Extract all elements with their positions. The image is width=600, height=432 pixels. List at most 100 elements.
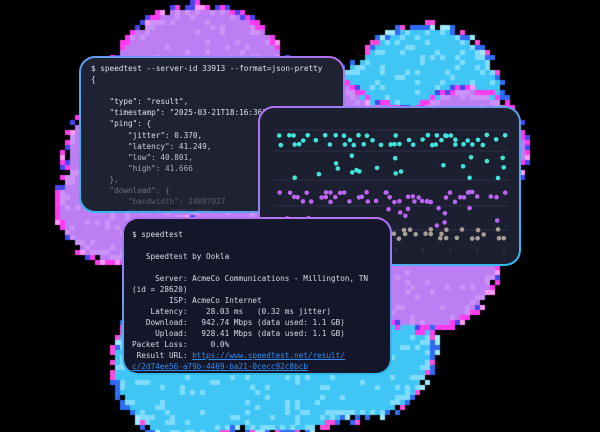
gray-band-dot (475, 235, 480, 241)
terminal-window-speedtest-result: $ speedtest Speedtest by Ookla Server: A… (122, 217, 392, 375)
purple-band-dot (319, 195, 324, 200)
purple-band-dot (410, 194, 416, 199)
gray-band-dot (475, 227, 481, 233)
purple-band-dot (436, 205, 441, 211)
gray-band-dot (423, 231, 428, 236)
terminal-line: Latency: 28.03 ms (0.32 ms jitter) (132, 307, 332, 316)
purple-band-dot (359, 194, 365, 199)
purple-band-dot (467, 205, 472, 211)
purple-band-dot (442, 220, 447, 225)
cyan-band-dot (370, 138, 375, 143)
purple-band-dot (347, 199, 352, 204)
purple-band-dot (412, 199, 417, 204)
cyan-band-dot (291, 133, 296, 138)
purple-band-dot (502, 190, 508, 195)
cyan-band-dot (292, 142, 297, 147)
gray-band-dot (413, 232, 418, 237)
cyan-band-dot (393, 171, 398, 176)
terminal-line: Download: 942.74 Mbps (data used: 1.1 GB… (132, 318, 345, 327)
cyan-band-dot (425, 132, 431, 138)
gray-band-dot (401, 227, 407, 233)
cyan-band-dot (333, 161, 339, 166)
cyan-band-dot (453, 142, 458, 147)
cyan-band-dot (502, 133, 508, 138)
gray-band-dot (396, 236, 402, 241)
cyan-band-dot (276, 133, 282, 138)
gray-band-dot (469, 236, 475, 241)
purple-band-dot (419, 198, 425, 204)
purple-band-dot (434, 223, 440, 228)
purple-band-dot (365, 199, 371, 204)
cyan-band-dot (347, 137, 353, 143)
terminal-line: "timestamp": "2025-03-21T18:16:36Z", (91, 108, 277, 118)
purple-band-dot (428, 199, 434, 205)
terminal-line: Result URL: https://www.speedtest.net/re… (132, 351, 345, 360)
speedtest-result-text: $ speedtest Speedtest by Ookla Server: A… (124, 219, 390, 373)
terminal-line: }, (91, 174, 119, 184)
terminal-line (91, 85, 333, 96)
cyan-band-dot (349, 170, 355, 175)
purple-band-dot (300, 199, 306, 204)
cyan-band-dot (356, 132, 361, 138)
cyan-band-dot (397, 141, 402, 147)
purple-band-dot (308, 199, 314, 204)
purple-band-dot (328, 199, 333, 205)
purple-band-dot (397, 198, 402, 204)
terminal-line: { (91, 75, 96, 85)
terminal-line: "latency": 41.249, (91, 141, 212, 151)
cyan-band-dot (500, 155, 505, 161)
cyan-band-dot (406, 137, 412, 143)
purple-band-dot (387, 195, 392, 200)
cyan-band-dot (316, 171, 322, 177)
purple-band-dot (328, 190, 333, 195)
gray-band-dot (391, 231, 397, 236)
gray-band-dot (444, 227, 449, 233)
terminal-line: "bytes": 239152592 (91, 207, 333, 211)
purple-band-dot (452, 199, 458, 205)
purple-band-dot (304, 190, 309, 196)
cyan-band-dot (341, 133, 347, 138)
terminal-line: "high": 41.666 (91, 163, 193, 173)
gray-band-dot (439, 231, 444, 237)
purple-band-dot (287, 190, 293, 196)
purple-band-dot (295, 195, 300, 200)
terminal-line: $ speedtest --server-id 33913 --format=j… (91, 64, 323, 73)
cyan-band-dot (480, 142, 486, 148)
purple-band-dot (416, 195, 421, 200)
purple-band-dot (333, 194, 338, 200)
terminal-line: Upload: 928.41 Mbps (data used: 1.1 GB) (132, 329, 345, 338)
cyan-band-dot (361, 142, 367, 147)
purple-band-dot (397, 210, 403, 215)
purple-band-dot (405, 194, 411, 200)
purple-band-dot (470, 189, 475, 195)
cyan-band-dot (322, 133, 328, 138)
purple-band-dot (465, 190, 471, 195)
cyan-band-dot (292, 175, 297, 180)
cyan-band-dot (398, 169, 404, 174)
result-url-link[interactable]: https://www.speedtest.net/result/ (192, 351, 345, 360)
terminal-line: ISP: AcmeCo Internet (132, 296, 262, 305)
cyan-band-dot (410, 142, 416, 147)
purple-band-dot (337, 190, 343, 196)
gray-band-dot (438, 235, 443, 241)
terminal-line: $ speedtest (132, 230, 183, 239)
cyan-band-dot (467, 175, 472, 181)
gray-band-dot (428, 231, 434, 237)
terminal-line: c/2d74ee56-a79b-4469-ba21-0cecc92c8bcb (132, 361, 382, 372)
cyan-band-dot (364, 133, 370, 138)
result-url-link[interactable]: c/2d74ee56-a79b-4469-ba21-0cecc92c8bcb (132, 362, 308, 371)
cyan-band-dot (392, 155, 398, 161)
purple-band-dot (494, 194, 499, 200)
cyan-band-dot (335, 166, 341, 171)
purple-band-dot (488, 194, 494, 199)
terminal-line: Speedtest by Ookla (132, 252, 230, 261)
cyan-band-dot (439, 137, 444, 143)
cyan-band-dot (342, 142, 348, 147)
cyan-band-dot (493, 137, 499, 142)
cyan-band-dot (501, 165, 506, 170)
purple-band-dot (405, 206, 411, 212)
terminal-line: (id = 28620) (132, 285, 188, 294)
cyan-band-dot (453, 137, 458, 142)
cyan-band-dot (441, 163, 446, 168)
